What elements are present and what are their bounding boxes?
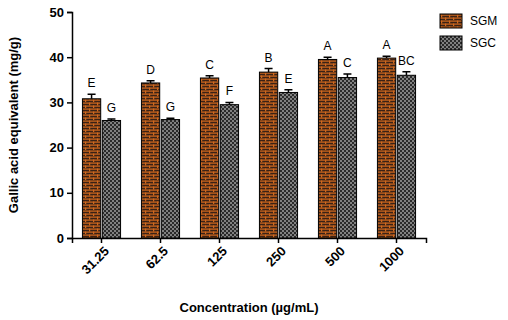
x-tick: 500 <box>322 238 348 269</box>
x-tick-mark <box>337 238 339 243</box>
y-tick: 40 <box>50 50 72 65</box>
annotations: E D C B A A G G F E C BC <box>88 38 416 115</box>
y-tick-label: 30 <box>50 95 64 110</box>
legend-swatch <box>440 14 462 28</box>
x-axis-title: Concentration (µg/mL) <box>180 300 319 315</box>
annotation: G <box>166 100 175 114</box>
x-tick: 62.5 <box>143 238 172 272</box>
legend-item: SGC <box>440 36 496 50</box>
x-tick-label: 250 <box>263 243 289 269</box>
y-axis-title: Gallic acid equivalent (mg/g) <box>6 37 21 213</box>
annotation: A <box>324 39 332 53</box>
y-tick-mark <box>67 12 72 14</box>
x-tick: 250 <box>263 238 289 269</box>
x-tick-mark <box>396 238 398 243</box>
plot: 0 10 20 30 40 50 31.25 62.5 125 250 500 1000 E D C B A A G… <box>50 5 427 277</box>
error-bar <box>324 57 332 59</box>
bar <box>200 78 218 238</box>
y-tick-mark <box>67 102 72 104</box>
legend-item: SGM <box>440 14 497 28</box>
y-tick-mark <box>67 57 72 59</box>
y-tick-label: 50 <box>50 5 64 20</box>
x-tick: 31.25 <box>78 238 112 277</box>
bar <box>161 120 179 238</box>
bar <box>338 78 356 238</box>
error-bar <box>383 56 391 58</box>
x-tick-mark <box>219 238 221 243</box>
error-bar <box>107 119 115 120</box>
y-tick-label: 40 <box>50 50 64 65</box>
error-bar <box>166 118 174 119</box>
x-tick-label: 62.5 <box>143 243 172 272</box>
chart: 0 10 20 30 40 50 31.25 62.5 125 250 500 1000 E D C B A A G… <box>0 0 508 320</box>
x-tick-label: 500 <box>322 243 348 269</box>
x-tick-label: 125 <box>204 243 230 269</box>
bar <box>82 99 100 238</box>
error-bar <box>225 102 233 104</box>
bar <box>259 72 277 238</box>
bars <box>82 56 415 238</box>
x-tick-mark <box>278 238 280 243</box>
x-tick-mark <box>101 238 103 243</box>
annotation: C <box>205 58 214 72</box>
error-bar <box>206 76 214 78</box>
y-tick-mark <box>67 193 72 195</box>
annotation: C <box>343 56 352 70</box>
error-bar <box>147 81 155 83</box>
error-bar <box>402 72 410 76</box>
error-bar <box>88 94 96 99</box>
legend: SGM SGC <box>440 14 497 50</box>
x-axis-line <box>73 239 427 244</box>
y-tick-mark <box>67 238 72 240</box>
annotation: D <box>146 63 155 77</box>
y-tick: 10 <box>50 185 72 200</box>
bar <box>318 59 336 238</box>
legend-label: SGC <box>470 36 496 50</box>
y-tick: 0 <box>57 231 72 246</box>
x-axis: 31.25 62.5 125 250 500 1000 <box>73 238 427 277</box>
annotation: G <box>107 101 116 115</box>
annotation: E <box>284 72 292 86</box>
legend-swatch <box>440 36 462 50</box>
x-tick: 1000 <box>376 238 407 275</box>
bar <box>220 105 238 238</box>
bar <box>377 58 395 238</box>
x-tick-label: 31.25 <box>78 243 112 277</box>
bar <box>141 83 159 238</box>
bar <box>279 92 297 238</box>
y-tick: 50 <box>50 5 72 20</box>
y-tick-label: 10 <box>50 185 64 200</box>
error-bar <box>284 90 292 93</box>
y-axis-line <box>67 13 73 239</box>
legend-label: SGM <box>470 14 497 28</box>
bar <box>102 120 120 238</box>
error-bar <box>343 74 351 78</box>
annotation: E <box>88 76 96 90</box>
x-tick-label: 1000 <box>376 243 407 274</box>
annotation: F <box>226 84 233 98</box>
x-tick: 125 <box>204 238 230 269</box>
annotation: B <box>265 51 273 65</box>
annotation: A <box>383 38 391 52</box>
annotation: BC <box>398 54 415 68</box>
y-tick: 30 <box>50 95 72 110</box>
y-tick-mark <box>67 147 72 149</box>
y-tick: 20 <box>50 140 72 155</box>
x-tick-mark <box>160 238 162 243</box>
bar <box>397 75 415 238</box>
error-bar <box>265 69 273 73</box>
y-tick-label: 0 <box>57 231 64 246</box>
y-axis: 0 10 20 30 40 50 <box>50 5 73 246</box>
y-tick-label: 20 <box>50 140 64 155</box>
